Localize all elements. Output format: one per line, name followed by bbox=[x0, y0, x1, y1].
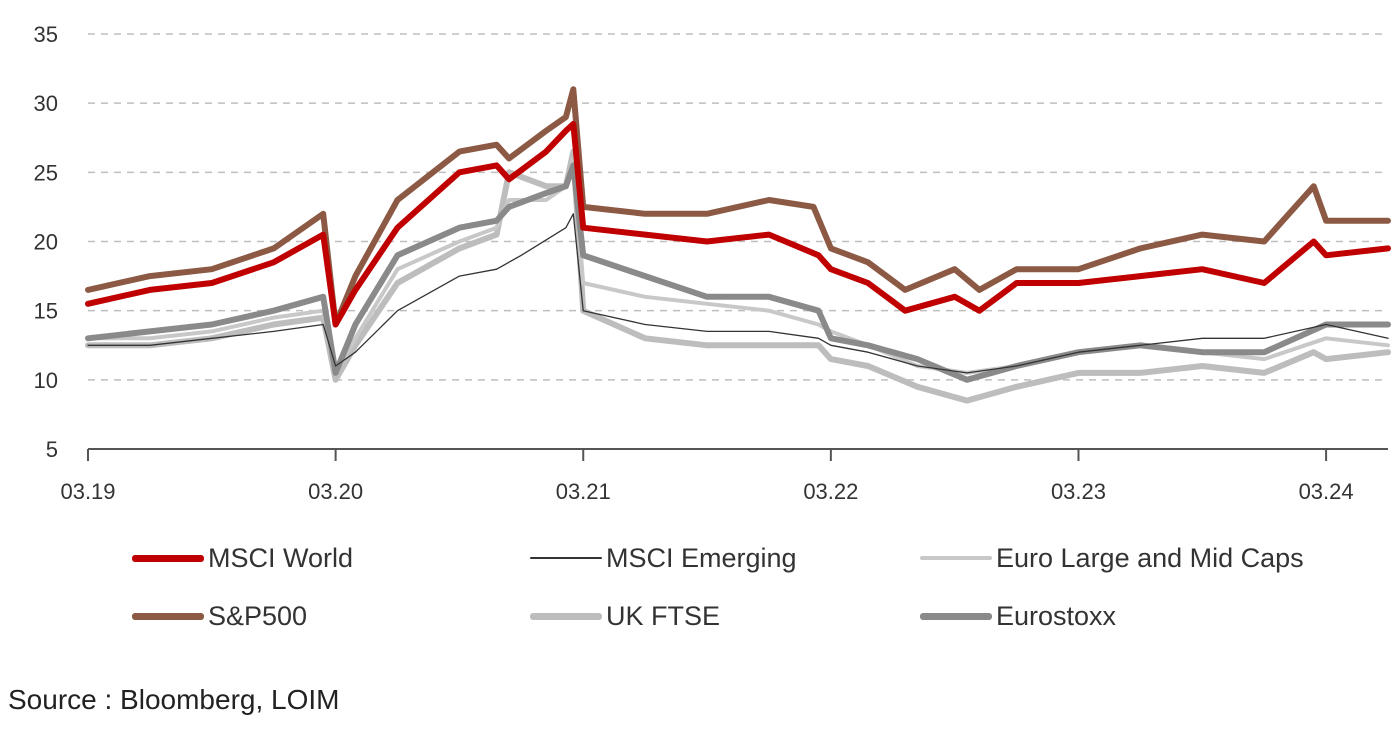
legend-label: MSCI Emerging bbox=[606, 542, 797, 573]
series-line-uk-ftse bbox=[85, 148, 1391, 404]
legend-item-msci-emerging: MSCI Emerging bbox=[530, 538, 797, 578]
series-line-msci-world bbox=[85, 120, 1391, 328]
line-chart: 5 10 15 20 25 30 35 03.19 03.20 03.21 03.22 03.23 03… bbox=[34, 22, 1391, 504]
legend-swatch-eurostoxx bbox=[920, 612, 992, 620]
legend-swatch-msci-world bbox=[132, 554, 204, 562]
y-tick-label: 5 bbox=[46, 437, 58, 462]
x-tick-label: 03.22 bbox=[803, 479, 858, 504]
legend-swatch-uk-ftse bbox=[530, 612, 602, 620]
source-note: Source : Bloomberg, LOIM bbox=[8, 684, 340, 715]
y-tick-label: 20 bbox=[34, 230, 58, 255]
legend-swatch-euro-large-mid-caps bbox=[920, 556, 992, 560]
series-layer bbox=[85, 86, 1391, 404]
legend-label: Eurostoxx bbox=[996, 600, 1117, 631]
y-tick-label: 15 bbox=[34, 299, 58, 324]
legend-label: S&P500 bbox=[208, 600, 308, 631]
legend-label: UK FTSE bbox=[606, 600, 721, 631]
x-tick-label: 03.19 bbox=[60, 479, 115, 504]
legend-label: MSCI World bbox=[208, 542, 354, 573]
axes: 5 10 15 20 25 30 35 03.19 03.20 03.21 03.22 03.23 03… bbox=[34, 22, 1388, 504]
x-tick-label: 03.20 bbox=[308, 479, 363, 504]
legend-item-euro-large-mid-caps: Euro Large and Mid Caps bbox=[920, 538, 1304, 578]
legend-item-sp500: S&P500 bbox=[132, 596, 307, 636]
legend-swatch-msci-emerging bbox=[530, 557, 602, 559]
y-tick-label: 35 bbox=[34, 22, 58, 47]
x-tick-label: 03.23 bbox=[1051, 479, 1106, 504]
series-line-s-p500 bbox=[85, 86, 1391, 328]
y-tick-label: 10 bbox=[34, 368, 58, 393]
x-tick-label: 03.21 bbox=[556, 479, 611, 504]
legend-label: Euro Large and Mid Caps bbox=[996, 542, 1304, 573]
legend-item-uk-ftse: UK FTSE bbox=[530, 596, 720, 636]
legend-item-msci-world: MSCI World bbox=[132, 538, 353, 578]
series-line-msci-emerging bbox=[87, 213, 1389, 374]
legend-item-eurostoxx: Eurostoxx bbox=[920, 596, 1116, 636]
series-line-euro-large-and-mid-caps bbox=[86, 156, 1390, 375]
x-tick-label: 03.24 bbox=[1299, 479, 1354, 504]
y-tick-label: 25 bbox=[34, 160, 58, 185]
legend-swatch-sp500 bbox=[132, 612, 204, 620]
y-tick-label: 30 bbox=[34, 91, 58, 116]
